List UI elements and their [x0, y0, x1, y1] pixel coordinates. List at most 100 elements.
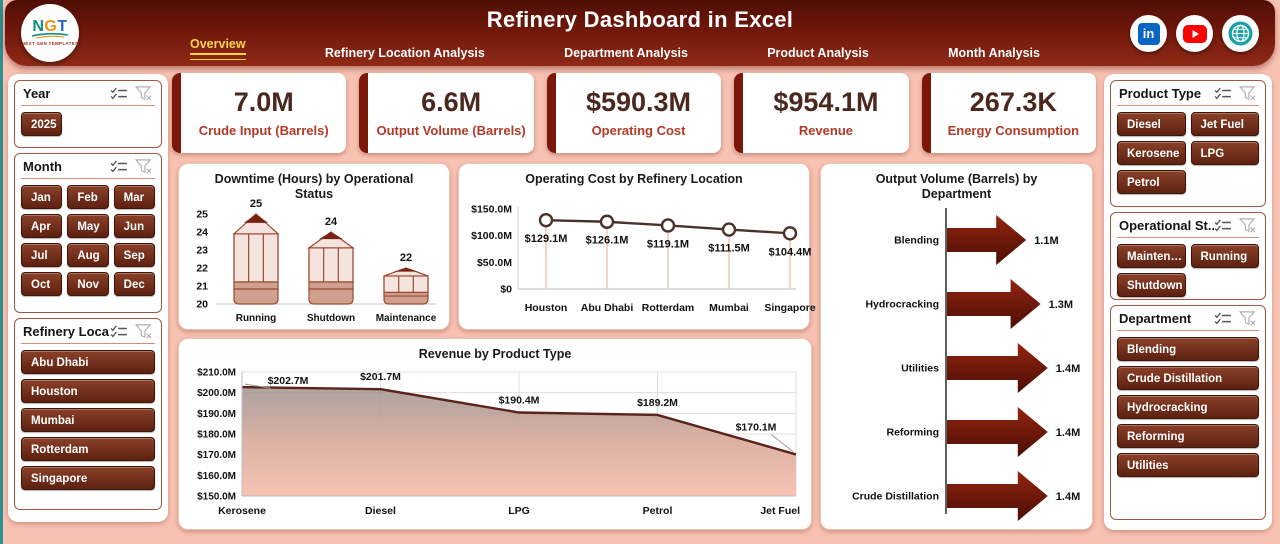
- svg-text:$0: $0: [500, 284, 512, 296]
- svg-text:1.4M: 1.4M: [1056, 491, 1080, 503]
- svg-text:25: 25: [196, 209, 208, 221]
- slicer-title: Operational St...: [1119, 218, 1214, 233]
- slicer-item-abu-dhabi[interactable]: Abu Dhabi: [21, 350, 155, 374]
- svg-text:$160.0M: $160.0M: [197, 471, 236, 482]
- multi-select-icon[interactable]: [110, 159, 128, 174]
- svg-text:Houston: Houston: [525, 302, 568, 314]
- slicer-item-crude-distillation[interactable]: Crude Distillation: [1117, 366, 1259, 390]
- kpi-value: $954.1M: [773, 87, 879, 118]
- slicer-item-kerosene[interactable]: Kerosene: [1117, 141, 1186, 165]
- slicer-item-jun[interactable]: Jun: [113, 214, 155, 238]
- slicer-item-2025[interactable]: 2025: [21, 112, 63, 136]
- multi-select-icon[interactable]: [1214, 311, 1232, 326]
- kpi-operating-cost: $590.3M Operating Cost: [546, 73, 722, 153]
- svg-text:Mumbai: Mumbai: [709, 302, 749, 314]
- svg-text:$126.1M: $126.1M: [586, 235, 629, 247]
- chart-title: Downtime (Hours) by Operational Status: [214, 172, 414, 201]
- tab-product-analysis[interactable]: Product Analysis: [767, 46, 869, 60]
- slicer-title: Month: [23, 159, 62, 174]
- clear-filter-icon[interactable]: [135, 86, 153, 101]
- svg-text:$200.0M: $200.0M: [197, 388, 236, 399]
- slicer-item-aug[interactable]: Aug: [67, 243, 109, 267]
- slicer-item-hydrocracking[interactable]: Hydrocracking: [1117, 395, 1259, 419]
- svg-text:$150.0M: $150.0M: [197, 492, 236, 503]
- page-title: Refinery Dashboard in Excel: [486, 7, 794, 32]
- kpi-crude-input: 7.0M Crude Input (Barrels): [172, 73, 347, 153]
- clear-filter-icon[interactable]: [135, 159, 153, 174]
- revenue-chart-panel: Revenue by Product Type $150.0M $160.0M $1…: [178, 338, 812, 530]
- slicer-item-running[interactable]: Running: [1190, 244, 1259, 268]
- slicer-item-rotterdam[interactable]: Rotterdam: [21, 437, 155, 461]
- svg-text:Hydrocracking: Hydrocracking: [865, 299, 939, 311]
- clear-filter-icon[interactable]: [1239, 218, 1257, 233]
- slicer-item-jet-fuel[interactable]: Jet Fuel: [1190, 112, 1259, 136]
- slicer-item-may[interactable]: May: [67, 214, 109, 238]
- website-globe-icon[interactable]: [1222, 15, 1259, 52]
- multi-select-icon[interactable]: [1214, 218, 1232, 233]
- operating-cost-chart: $0 $50.0M $100.0M $150.0M $129.1M Houston $126…: [471, 204, 816, 315]
- clear-filter-icon[interactable]: [1239, 311, 1257, 326]
- clear-filter-icon[interactable]: [1239, 86, 1257, 101]
- multi-select-icon[interactable]: [1214, 86, 1232, 101]
- slicer-title: Year: [23, 86, 51, 101]
- slicer-item-jul[interactable]: Jul: [21, 243, 63, 267]
- svg-text:25: 25: [250, 198, 262, 210]
- svg-text:1.4M: 1.4M: [1056, 427, 1080, 439]
- svg-text:24: 24: [325, 216, 338, 228]
- clear-filter-icon[interactable]: [135, 324, 153, 339]
- kpi-label: Revenue: [798, 122, 854, 138]
- slicer-item-blending[interactable]: Blending: [1117, 337, 1259, 361]
- slicer-item-utilities[interactable]: Utilities: [1117, 453, 1259, 477]
- slicer-item-sep[interactable]: Sep: [113, 243, 155, 267]
- kpi-value: 267.3K: [969, 87, 1057, 118]
- tab-month-analysis[interactable]: Month Analysis: [948, 46, 1040, 60]
- svg-text:Running: Running: [236, 313, 277, 324]
- svg-text:23: 23: [196, 245, 208, 257]
- slicer-item-apr[interactable]: Apr: [21, 214, 63, 238]
- tab-overview[interactable]: Overview: [190, 37, 246, 60]
- slicer-item-singapore[interactable]: Singapore: [21, 466, 155, 490]
- social-icons: in: [1130, 15, 1259, 52]
- linkedin-icon[interactable]: in: [1130, 15, 1167, 52]
- slicer-item-dec[interactable]: Dec: [113, 272, 155, 296]
- slicer-title: Product Type: [1119, 86, 1202, 101]
- svg-text:$104.4M: $104.4M: [769, 246, 812, 258]
- slicer-item-jan[interactable]: Jan: [21, 185, 63, 209]
- ngt-logo: NGT NEXT GEN TEMPLATES: [21, 4, 79, 62]
- slicer-item-mumbai[interactable]: Mumbai: [21, 408, 155, 432]
- slicer-item-houston[interactable]: Houston: [21, 379, 155, 403]
- slicer-item-reforming[interactable]: Reforming: [1117, 424, 1259, 448]
- slicer-item-nov[interactable]: Nov: [67, 272, 109, 296]
- tab-refinery-location-analysis[interactable]: Refinery Location Analysis: [324, 46, 485, 60]
- slicer-item-diesel[interactable]: Diesel: [1117, 112, 1186, 136]
- slicer-item-maintena[interactable]: Maintena...: [1117, 244, 1186, 268]
- slicer-item-lpg[interactable]: LPG: [1190, 141, 1259, 165]
- svg-text:Blending: Blending: [894, 235, 939, 247]
- svg-text:Kerosene: Kerosene: [218, 505, 266, 517]
- svg-text:$190.0M: $190.0M: [197, 409, 236, 420]
- kpi-label: Crude Input (Barrels): [198, 122, 329, 138]
- logo-text: NGT: [32, 18, 68, 35]
- chart-title: Output Volume (Barrels) by Department: [875, 172, 1038, 201]
- multi-select-icon[interactable]: [110, 86, 128, 101]
- slicer-title: Refinery Loca...: [23, 324, 110, 339]
- output-volume-chart: 1.1M Blending 1.3M Hydrocracking 1.4M Utiliti…: [852, 208, 1080, 521]
- slicer-item-petrol[interactable]: Petrol: [1117, 170, 1186, 194]
- svg-text:$119.1M: $119.1M: [647, 238, 689, 250]
- operational-status-slicer: Operational St... Maintena... Running Shut…: [1110, 212, 1266, 300]
- slicer-item-shutdown[interactable]: Shutdown: [1117, 273, 1186, 297]
- tab-department-analysis[interactable]: Department Analysis: [564, 46, 688, 60]
- slicer-item-oct[interactable]: Oct: [21, 272, 63, 296]
- youtube-icon[interactable]: [1176, 15, 1213, 52]
- teal-edge: [0, 0, 3, 544]
- month-slicer: Month Jan Feb Mar Apr May Jun Jul Aug Sep Oct Nov D…: [14, 153, 162, 313]
- slicer-item-mar[interactable]: Mar: [113, 185, 155, 209]
- refinery-location-slicer: Refinery Loca... Abu Dhabi Houston Mumbai R…: [14, 318, 162, 510]
- slicer-item-feb[interactable]: Feb: [67, 185, 109, 209]
- kpi-label: Energy Consumption: [947, 122, 1080, 138]
- output-volume-chart-panel: Output Volume (Barrels) by Department 1.…: [820, 163, 1093, 530]
- nav-tabs: Overview Refinery Location Analysis Depa…: [190, 37, 1040, 60]
- multi-select-icon[interactable]: [110, 324, 128, 339]
- svg-text:22: 22: [196, 263, 208, 275]
- svg-text:$190.4M: $190.4M: [499, 395, 540, 407]
